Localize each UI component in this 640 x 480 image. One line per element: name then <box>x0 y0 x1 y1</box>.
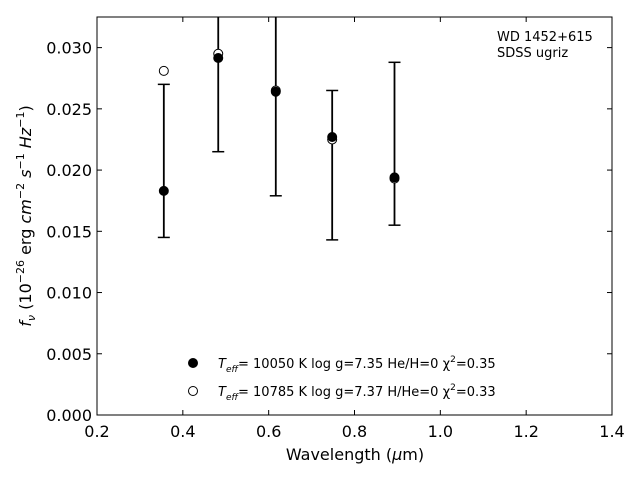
x-axis-title: Wavelength (μm) <box>286 445 424 464</box>
x-tick-label: 0.2 <box>84 422 109 441</box>
y-tick-label: 0.005 <box>46 345 92 364</box>
y-tick-label: 0.025 <box>46 100 92 119</box>
annotation-line-2: SDSS ugriz <box>497 46 568 61</box>
point-filled <box>158 185 169 196</box>
plot-frame <box>96 16 613 416</box>
plot-border <box>96 16 613 416</box>
point-filled <box>270 86 281 97</box>
x-tick-label: 0.6 <box>256 422 281 441</box>
y-tick-label: 0.000 <box>46 406 92 425</box>
point-filled <box>389 172 400 183</box>
y-axis-title: fν (10−26 erg cm−2 s−1 Hz−1) <box>14 105 38 326</box>
legend: Teff= 10050 K log g=7.35 He/H=0 χ2=0.35 … <box>188 355 496 403</box>
legend-marker-open <box>188 386 198 396</box>
point-filled <box>327 132 338 143</box>
x-tick-label: 1.0 <box>428 422 453 441</box>
legend-entry-2: Teff= 10785 K log g=7.37 H/He=0 χ2=0.33 <box>218 383 496 403</box>
legend-marker-filled <box>188 358 198 368</box>
annotation-line-1: WD 1452+615 <box>497 30 593 45</box>
y-tick-label: 0.030 <box>46 39 92 58</box>
point-filled <box>213 53 224 64</box>
x-tick-label: 0.4 <box>170 422 195 441</box>
x-tick-label: 1.2 <box>513 422 538 441</box>
x-tick-label: 0.8 <box>342 422 367 441</box>
y-tick-label: 0.010 <box>46 284 92 303</box>
y-tick-label: 0.020 <box>46 161 92 180</box>
point-open <box>158 65 169 76</box>
y-tick-label: 0.015 <box>46 222 92 241</box>
legend-entry-1: Teff= 10050 K log g=7.35 He/H=0 χ2=0.35 <box>218 355 496 375</box>
x-tick-label: 1.4 <box>599 422 624 441</box>
data-marks <box>157 17 401 241</box>
axis-ticks: 0.2 0.4 0.6 0.8 1.0 1.2 1.4 0.000 0.005 0.010 0.01… <box>46 17 625 441</box>
